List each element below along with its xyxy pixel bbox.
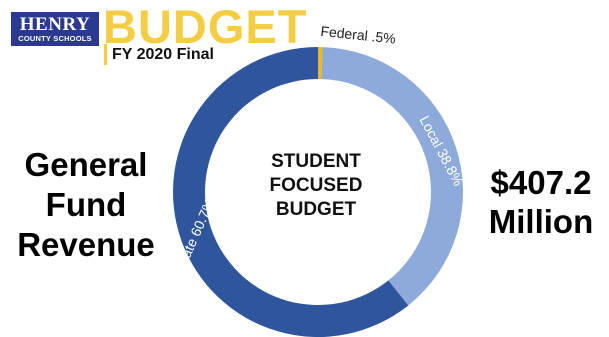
donut-slice-state xyxy=(173,47,409,337)
left-text-line: Fund xyxy=(45,186,127,223)
left-text-line: General xyxy=(24,146,148,183)
right-text-line: $407.2 xyxy=(490,164,592,201)
page-subtitle: FY 2020 Final xyxy=(112,46,214,63)
donut-slice-federal xyxy=(318,47,323,80)
general-fund-revenue-label: General Fund Revenue xyxy=(6,145,166,265)
logo-name: HENRY xyxy=(19,13,91,35)
donut-center-label: STUDENT FOCUSED BUDGET xyxy=(246,150,386,222)
subtitle-accent-bar xyxy=(104,44,107,65)
right-text-line: Million xyxy=(488,203,594,240)
district-logo: HENRY COUNTY SCHOOLS xyxy=(11,12,99,46)
center-text-line: BUDGET xyxy=(275,199,357,220)
center-text-line: STUDENT xyxy=(271,151,361,172)
slice-label-federal: Federal .5% xyxy=(320,23,397,47)
page-title: BUDGET xyxy=(103,0,308,53)
donut-slice-local xyxy=(321,47,463,306)
total-amount-label: $407.2 Million xyxy=(476,163,606,241)
logo-subtitle: COUNTY SCHOOLS xyxy=(18,33,92,43)
center-text-line: FOCUSED xyxy=(269,175,363,196)
left-text-line: Revenue xyxy=(17,226,155,263)
